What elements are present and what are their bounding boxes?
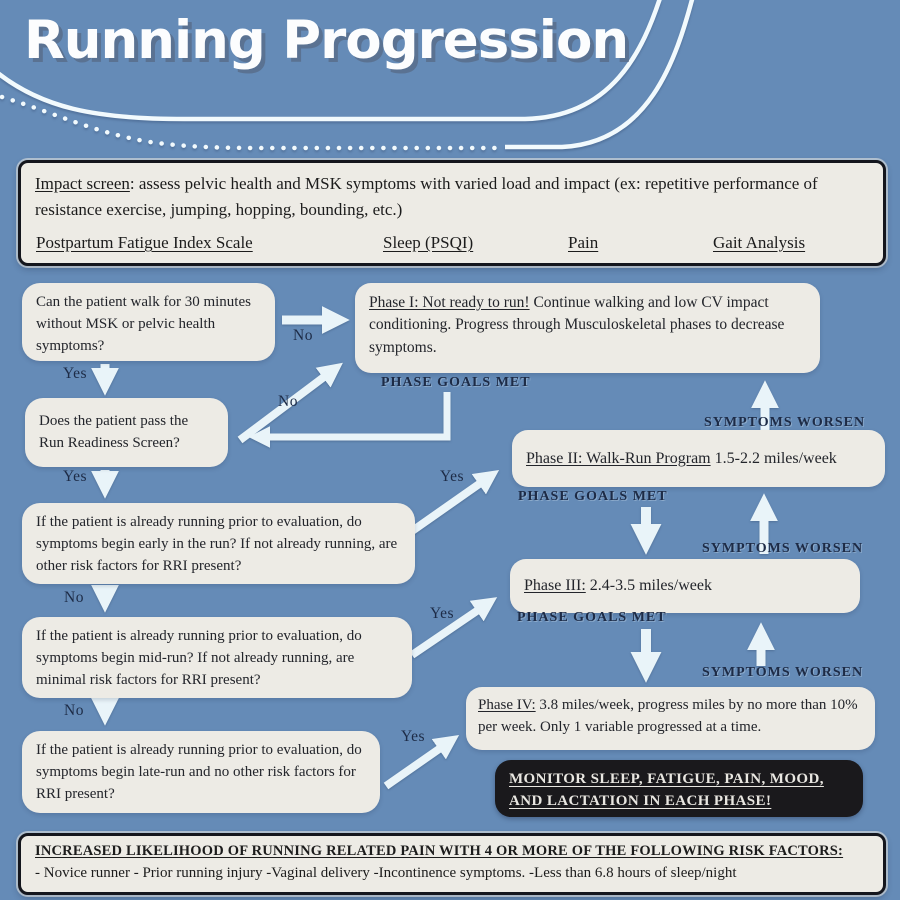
phase-2-box: Phase II: Walk-Run Program 1.5-2.2 miles… [512,430,885,487]
branch-label-no-2: No [278,393,298,410]
phase-4-text: 3.8 miles/week, progress miles by no mor… [478,697,858,735]
phase-4-label: Phase IV: [478,697,536,713]
tag-symptoms-worsen-3: SYMPTOMS WORSEN [702,665,864,680]
phase-2-text: 1.5-2.2 miles/week [714,449,837,467]
question-symptoms-mid-run: If the patient is already running prior … [22,617,412,698]
phase-1-box: Phase I: Not ready to run! Continue walk… [355,283,820,373]
risk-factors-items: - Novice runner - Prior running injury -… [35,865,737,881]
phase-3-label: Phase III: [524,577,586,595]
arrow-q5-yes-diagonal [383,735,460,790]
branch-label-no-3: No [64,589,84,606]
risk-factors-box: INCREASED LIKELIHOOD OF RUNNING RELATED … [18,833,886,895]
link-pain: Pain [568,233,599,252]
branch-label-no-4: No [64,702,84,719]
tag-symptoms-worsen-2: SYMPTOMS WORSEN [702,541,864,556]
tag-phase-goals-met-3: PHASE GOALS MET [517,610,667,625]
branch-label-yes-1: Yes [63,365,88,382]
swoosh-dotted-line [0,94,503,151]
branch-label-yes-3: Yes [440,468,465,485]
tag-phase-goals-met-2: PHASE GOALS MET [518,489,668,504]
branch-label-yes-2: Yes [63,468,88,485]
branch-label-yes-4: Yes [430,605,455,622]
question-symptoms-early-run: If the patient is already running prior … [22,503,415,584]
link-sleep-psqi: Sleep (PSQI) [383,233,474,252]
phase-3-text: 2.4-3.5 miles/week [589,577,712,595]
risk-factors-title: INCREASED LIKELIHOOD OF RUNNING RELATED … [35,843,844,859]
impact-screen-label: Impact screen [35,174,130,193]
impact-screen-description: : assess pelvic health and MSK symptoms … [35,174,818,220]
question-walk-30-min: Can the patient walk for 30 minutes with… [22,283,275,361]
branch-label-no-1: No [293,327,313,344]
tag-symptoms-worsen-1: SYMPTOMS WORSEN [704,415,866,430]
phase-2-label: Phase II: Walk-Run Program [526,449,711,467]
branch-label-yes-5: Yes [401,728,426,745]
monitor-note-box: MONITOR SLEEP, FATIGUE, PAIN, MOOD, AND … [495,760,863,817]
impact-screen-text: Impact screen: assess pelvic health and … [35,171,871,224]
phase-4-box: Phase IV: 3.8 miles/week, progress miles… [466,687,875,750]
question-run-readiness: Does the patient pass the Run Readiness … [25,398,228,467]
tag-phase-goals-met-1: PHASE GOALS MET [381,375,531,390]
link-postpartum-fatigue-index: Postpartum Fatigue Index Scale [36,233,253,252]
phase-3-box: Phase III: 2.4-3.5 miles/week [510,559,860,613]
phase-1-text: Continue walking and low CV impact condi… [369,294,785,356]
question-symptoms-late-run: If the patient is already running prior … [22,731,380,813]
impact-screen-box: Impact screen: assess pelvic health and … [18,160,886,266]
page-title: Running Progression [24,10,629,71]
link-gait-analysis: Gait Analysis [713,233,806,252]
phase-1-label: Phase I: Not ready to run! [369,294,530,311]
